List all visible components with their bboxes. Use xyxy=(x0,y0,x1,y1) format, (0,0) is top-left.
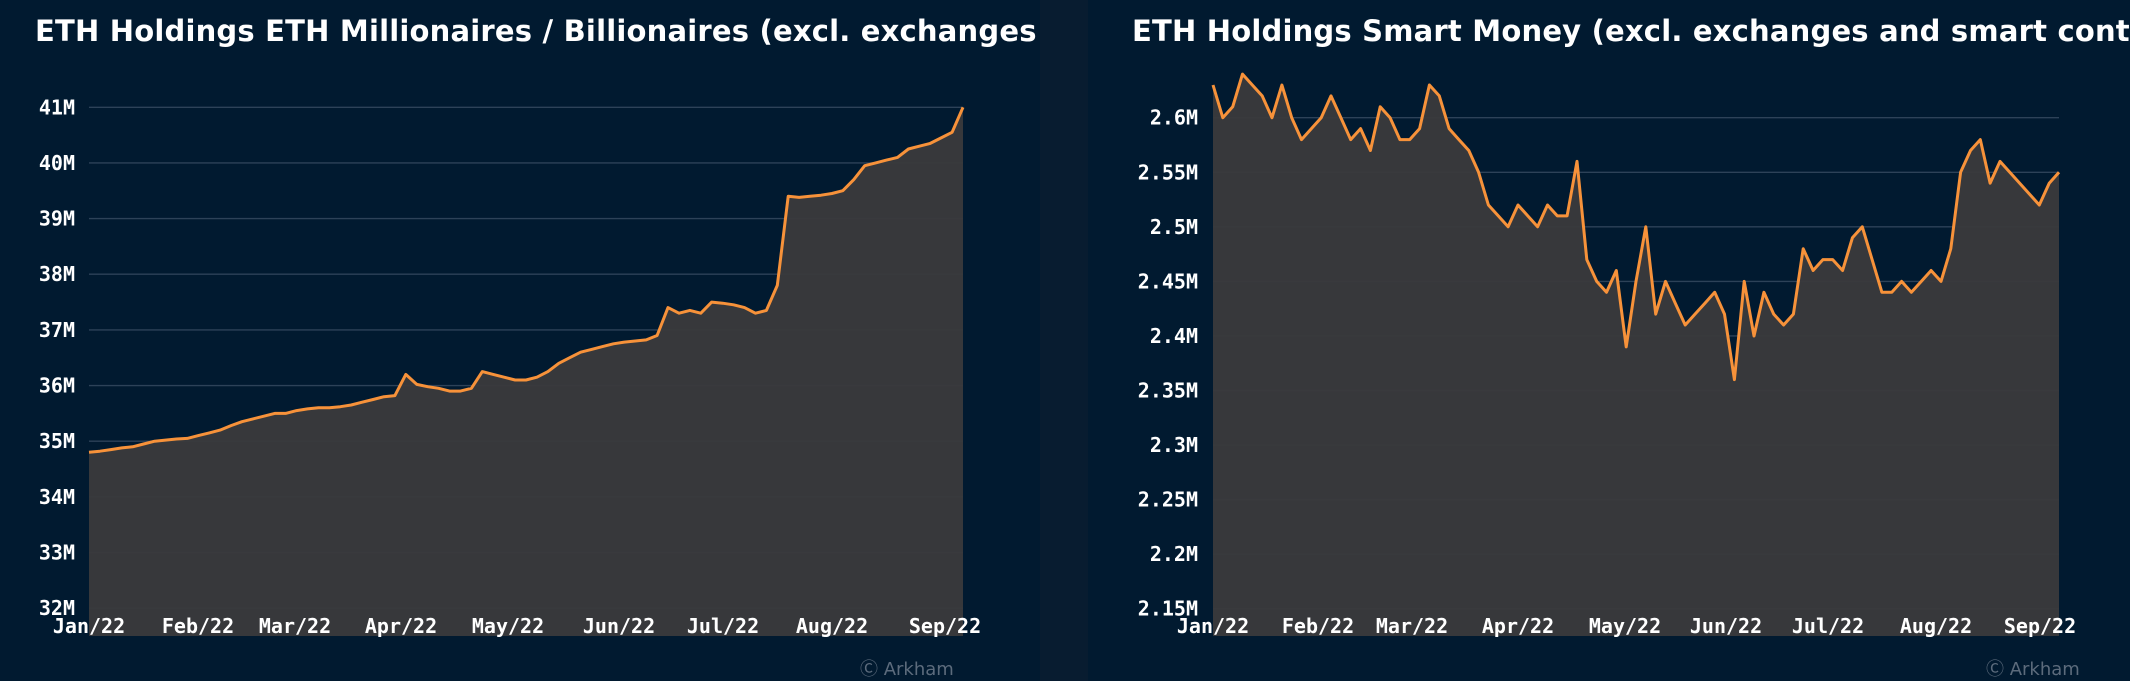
x-tick-label: Aug/22 xyxy=(796,614,868,638)
x-tick-label: Jul/22 xyxy=(687,614,759,638)
y-tick-label: 40M xyxy=(39,151,75,175)
x-tick-label: Aug/22 xyxy=(1900,614,1972,638)
y-tick-label: 2.15M xyxy=(1138,597,1198,621)
chart-plot[interactable]: 32M 33M 34M 35M 36M 37M 38M 39M 40M 41M Jan/22 Feb/… xyxy=(0,0,1040,681)
y-tick-label: 2.5M xyxy=(1150,215,1198,239)
x-tick-label: Jun/22 xyxy=(583,614,655,638)
series-line[interactable] xyxy=(1211,72,2061,382)
y-tick-label: 32M xyxy=(39,596,75,620)
y-tick-label: 37M xyxy=(39,318,75,342)
y-tick-label: 2.2M xyxy=(1150,542,1198,566)
series-area xyxy=(89,107,963,637)
chart-panel-eth-millionaires: ETH Holdings ETH Millionaires / Billiona… xyxy=(0,0,1152,681)
x-tick-label: Jun/22 xyxy=(1690,614,1762,638)
y-tick-label: 36M xyxy=(39,374,75,398)
y-tick-label: 2.6M xyxy=(1150,106,1198,130)
x-tick-label: May/22 xyxy=(472,614,544,638)
x-tick-label: Apr/22 xyxy=(365,614,437,638)
chart-plot[interactable]: 2.15M 2.2M 2.25M 2.3M 2.35M 2.4M 2.45M 2.5M 2.55… xyxy=(1088,0,2130,681)
x-tick-label: May/22 xyxy=(1589,614,1661,638)
x-tick-label: Sep/22 xyxy=(2004,614,2076,638)
y-tick-label: 2.4M xyxy=(1150,324,1198,348)
x-tick-label: Feb/22 xyxy=(1282,614,1354,638)
y-tick-label: 35M xyxy=(39,429,75,453)
chart-title: ETH Holdings Smart Money (excl. exchange… xyxy=(1132,14,2130,48)
y-tick-label: 33M xyxy=(39,541,75,565)
y-tick-label: 38M xyxy=(39,262,75,286)
series-area xyxy=(1213,74,2059,637)
x-tick-label: Mar/22 xyxy=(259,614,331,638)
x-tick-label: Apr/22 xyxy=(1482,614,1554,638)
x-tick-label: Sep/22 xyxy=(909,614,981,638)
y-tick-label: 34M xyxy=(39,485,75,509)
chart-panel-smart-money: ETH Holdings Smart Money (excl. exchange… xyxy=(1088,0,2130,681)
x-tick-label: Jan/22 xyxy=(53,614,125,638)
chart-title: ETH Holdings ETH Millionaires / Billiona… xyxy=(35,14,1153,48)
y-tick-label: 2.25M xyxy=(1138,488,1198,512)
panel-gutter xyxy=(1040,0,1088,681)
x-tick-label: Jul/22 xyxy=(1792,614,1864,638)
series-line[interactable] xyxy=(88,106,965,454)
y-tick-label: 2.3M xyxy=(1150,433,1198,457)
y-tick-label: 2.55M xyxy=(1138,160,1198,184)
y-tick-label: 39M xyxy=(39,207,75,231)
x-tick-label: Mar/22 xyxy=(1376,614,1448,638)
y-tick-label: 2.45M xyxy=(1138,269,1198,293)
x-tick-label: Jan/22 xyxy=(1177,614,1249,638)
watermark: Ⓒ Arkham xyxy=(860,659,954,680)
y-tick-label: 2.35M xyxy=(1138,379,1198,403)
y-tick-label: 41M xyxy=(39,95,75,119)
x-tick-label: Feb/22 xyxy=(162,614,234,638)
watermark: Ⓒ Arkham xyxy=(1986,659,2080,680)
